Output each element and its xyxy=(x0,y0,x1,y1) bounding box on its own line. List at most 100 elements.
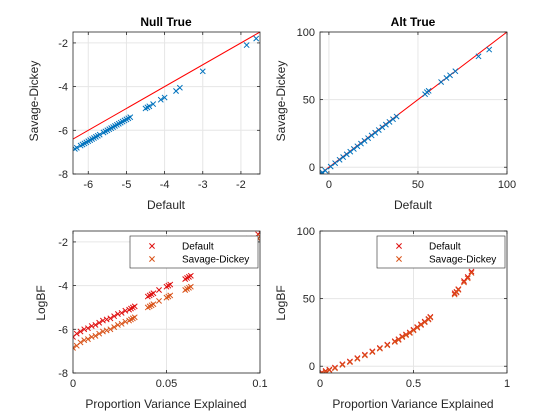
data-point xyxy=(354,143,361,150)
marker-stroke xyxy=(332,160,339,167)
marker-stroke xyxy=(347,148,354,155)
data-point xyxy=(421,319,428,326)
data-point xyxy=(103,316,110,323)
data-point xyxy=(391,338,398,345)
marker-stroke xyxy=(156,297,162,304)
marker-stroke xyxy=(418,322,424,328)
data-point xyxy=(150,301,157,308)
data-point xyxy=(85,336,91,343)
marker-stroke xyxy=(410,327,417,334)
y-tick-label: -2 xyxy=(58,38,68,50)
marker-stroke xyxy=(354,143,361,150)
legend-label: Default xyxy=(429,242,461,253)
legend-label: Savage-Dickey xyxy=(182,255,249,266)
data-point xyxy=(350,146,357,152)
data-point xyxy=(77,328,84,335)
data-point xyxy=(376,345,383,352)
data-point xyxy=(81,326,88,333)
panel-logbf-small: Proportion Variance Explained LogBF 0 0.0… xyxy=(34,230,268,411)
marker-stroke xyxy=(73,344,76,349)
marker-stroke xyxy=(114,311,121,317)
x-tick-label: -2 xyxy=(236,179,246,191)
marker-stroke xyxy=(96,131,103,138)
data-point xyxy=(111,313,118,320)
marker-stroke xyxy=(427,314,434,321)
series-0 xyxy=(73,35,260,152)
y-tick-label: -8 xyxy=(58,368,68,380)
x-tick-label: -3 xyxy=(198,179,208,191)
data-point xyxy=(322,368,329,373)
data-point xyxy=(346,359,353,366)
marker-stroke xyxy=(73,330,80,337)
marker-stroke xyxy=(323,368,329,373)
data-point xyxy=(176,84,183,91)
marker-stroke xyxy=(107,326,114,333)
marker-stroke xyxy=(257,231,260,236)
marker-stroke xyxy=(176,84,183,91)
marker-stroke xyxy=(395,336,402,343)
x-tick-label: 50 xyxy=(412,179,424,191)
marker-stroke xyxy=(114,321,121,328)
marker-stroke xyxy=(99,328,106,335)
marker-stroke xyxy=(382,121,389,128)
marker-stroke xyxy=(468,268,475,275)
data-point xyxy=(336,156,343,163)
data-layer xyxy=(73,32,260,152)
y-tick-label: -4 xyxy=(58,281,68,293)
marker-stroke xyxy=(443,75,450,81)
marker-stroke xyxy=(88,323,95,329)
data-point xyxy=(390,116,396,123)
panel-alt-true: Alt True Default Savage-Dickey 0 50 100 0 50… xyxy=(274,15,516,212)
marker-stroke xyxy=(468,269,475,276)
data-point xyxy=(114,311,121,317)
data-point xyxy=(414,324,421,331)
data-point xyxy=(382,121,389,128)
legend-box xyxy=(376,235,506,269)
legend: Default Savage-Dickey xyxy=(376,235,506,269)
marker-stroke xyxy=(131,303,138,310)
data-point xyxy=(73,330,80,337)
x-axis-label: Default xyxy=(147,198,186,212)
marker-stroke xyxy=(103,316,110,323)
y-tick-label: 0 xyxy=(309,361,315,373)
data-point xyxy=(243,42,250,49)
marker-stroke xyxy=(332,365,338,372)
y-axis-label: Savage-Dickey xyxy=(27,61,41,142)
marker-stroke xyxy=(146,103,153,110)
data-layer xyxy=(320,32,507,174)
marker-stroke xyxy=(486,46,493,53)
data-point xyxy=(343,151,350,158)
y-tick-label: -4 xyxy=(58,82,68,94)
marker-stroke xyxy=(361,137,368,144)
marker-stroke xyxy=(453,289,460,296)
marker-stroke xyxy=(455,286,462,293)
data-point xyxy=(161,94,168,101)
data-point xyxy=(326,367,333,373)
data-point xyxy=(253,35,260,42)
marker-stroke xyxy=(421,319,428,326)
data-point xyxy=(361,137,368,144)
marker-stroke xyxy=(447,72,453,79)
marker-stroke xyxy=(358,140,364,147)
marker-stroke xyxy=(379,124,386,131)
marker-stroke xyxy=(390,116,396,123)
marker-stroke xyxy=(157,96,164,103)
data-point xyxy=(455,286,462,293)
panel-logbf-large: Proportion Variance Explained LogBF 0 0.5… xyxy=(274,226,510,411)
data-point xyxy=(443,75,450,81)
data-point xyxy=(88,323,95,329)
data-point xyxy=(427,314,434,321)
data-point xyxy=(327,163,334,170)
marker-stroke xyxy=(406,330,413,337)
data-point xyxy=(386,118,393,125)
data-point xyxy=(399,334,406,341)
x-tick-label: 0.05 xyxy=(156,378,177,390)
marker-stroke xyxy=(414,324,421,331)
marker-stroke xyxy=(340,154,347,161)
data-point xyxy=(122,318,129,325)
marker-stroke xyxy=(368,132,375,139)
marker-stroke xyxy=(339,361,346,368)
axes-frame xyxy=(319,31,508,175)
x-tick-label: 0 xyxy=(317,378,323,390)
y-axis-label: LogBF xyxy=(274,285,288,320)
